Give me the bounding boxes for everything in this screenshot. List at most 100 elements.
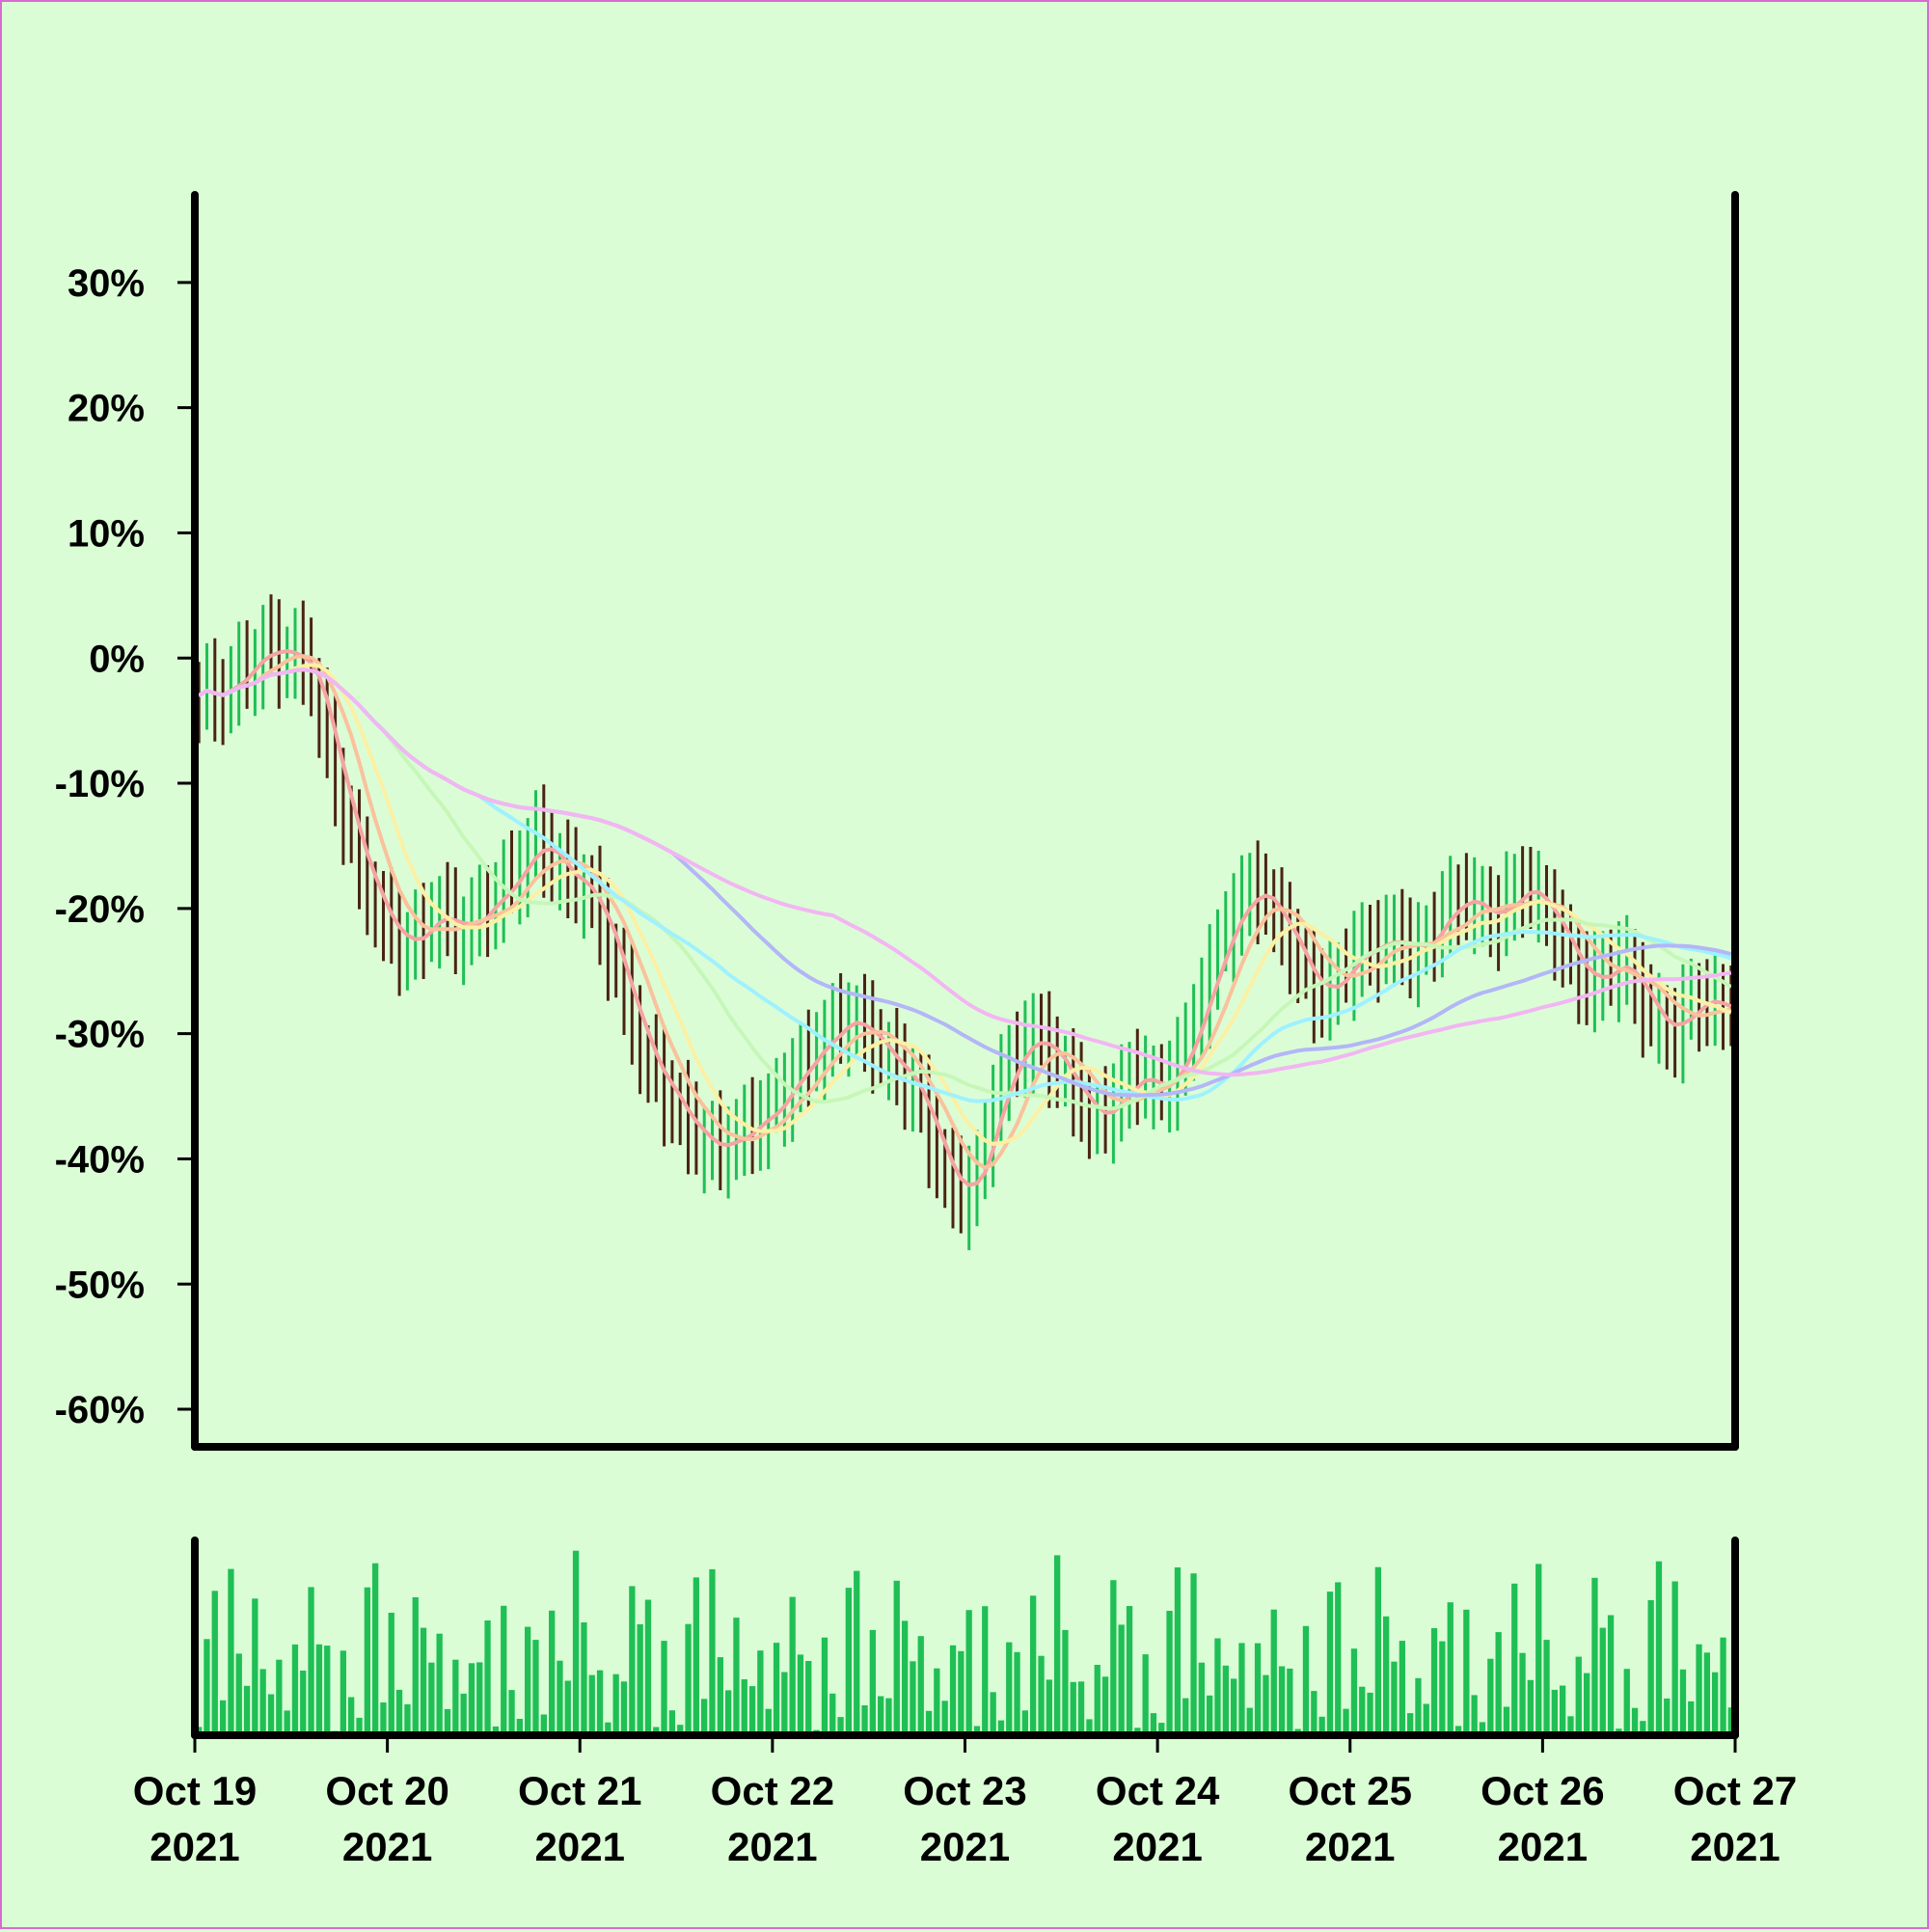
volume-bar [1367,1692,1373,1735]
volume-bar [532,1640,539,1735]
volume-bar [1584,1673,1590,1735]
volume-bar [1062,1629,1069,1735]
volume-bar [1311,1691,1318,1735]
volume-bar [420,1627,427,1735]
volume-bar [1727,1707,1734,1735]
volume-bar [733,1618,740,1735]
ohlc-bars [197,594,1733,1251]
volume-bar [1302,1625,1310,1735]
volume-bar [789,1596,796,1735]
volume-bar [925,1710,933,1735]
volume-bar [717,1657,723,1735]
volume-bar [308,1587,314,1735]
volume-bar [1399,1641,1405,1735]
volume-bar [637,1624,643,1735]
volume-bar [395,1689,403,1735]
volume-bar [220,1700,227,1735]
volume-bar [612,1673,619,1735]
volume-bar [484,1620,491,1735]
volume-bar [1560,1685,1566,1735]
volume-bar [1158,1723,1165,1735]
volume-bar [829,1693,836,1735]
volume-bar [1021,1710,1028,1735]
volume-bar [934,1668,940,1735]
volume-bar [1046,1679,1052,1735]
volume-bar [709,1568,716,1735]
volume-bar [1647,1600,1654,1735]
volume-bars [196,1550,1734,1735]
volume-bar [1014,1651,1020,1735]
volume-bar [1655,1561,1663,1735]
volume-bar [1326,1592,1334,1735]
volume-bar [845,1588,852,1735]
volume-bar [315,1644,323,1735]
volume-bar [1054,1555,1061,1735]
volume-bar [1535,1564,1542,1735]
volume-bar [252,1598,258,1735]
volume-bar [1495,1632,1502,1735]
y-tick-label: 30% [68,262,145,305]
volume-bar [878,1696,884,1735]
x-tick-label-year: 2021 [535,1824,625,1869]
x-tick-label-date: Oct 22 [711,1768,834,1813]
volume-bar [1623,1669,1630,1735]
volume-bar [1688,1701,1695,1735]
volume-bar [1318,1716,1325,1735]
volume-bar [620,1681,628,1735]
x-tick-label-year: 2021 [1112,1824,1202,1869]
volume-bar [1703,1652,1710,1735]
volume-bar [677,1725,684,1735]
volume-bar [1174,1567,1182,1735]
volume-bar [1030,1595,1037,1735]
volume-bar [1038,1655,1045,1735]
volume-bar [902,1620,909,1735]
volume-bar [661,1641,667,1735]
volume-bar [917,1636,924,1735]
volume-bar [348,1697,355,1735]
volume-bar [549,1610,556,1735]
volume-bar [1671,1581,1678,1735]
volume-bar [1631,1707,1639,1735]
volume-bar [837,1717,844,1735]
volume-bar [557,1660,563,1735]
volume-bar [404,1703,411,1735]
x-tick-label-year: 2021 [342,1824,432,1869]
volume-bar [284,1710,290,1735]
volume-bar [364,1587,370,1735]
volume-bar [869,1629,876,1735]
volume-bar [1190,1573,1197,1735]
x-tick-label-year: 2021 [149,1824,239,1869]
volume-bar [982,1606,989,1735]
volume-bar [596,1670,604,1735]
price-panel: 30% 20% 10% 0% -10% -20% -30% -40% -50% -60% [55,191,1739,1451]
volume-bar [1407,1713,1414,1735]
volume-bar [572,1550,580,1735]
x-tick-label-date: Oct 20 [325,1768,448,1813]
x-tick-label-date: Oct 23 [903,1768,1026,1813]
volume-bar [1607,1615,1615,1735]
volume-panel [191,1537,1739,1739]
volume-bar [757,1650,764,1735]
volume-bar [1599,1627,1606,1735]
volume-bar [1231,1678,1237,1735]
volume-bar [235,1653,242,1735]
volume-bar [1278,1666,1286,1735]
y-tick-label: 0% [89,638,145,680]
y-tick-label: -40% [55,1138,145,1181]
volume-bar [1575,1656,1582,1735]
volume-bar [1591,1577,1598,1735]
volume-bar [243,1685,251,1735]
volume-bar [1720,1637,1726,1735]
volume-bar [1142,1654,1149,1735]
y-tick-label: -30% [55,1014,145,1056]
moving-average-line [198,667,1732,1098]
volume-bar [990,1692,996,1735]
volume-bar [1487,1658,1494,1735]
volume-bar [540,1714,547,1735]
volume-bar [1640,1721,1646,1735]
volume-bar [1463,1609,1470,1735]
volume-bar [1086,1719,1093,1735]
volume-bar [1335,1582,1342,1735]
volume-bar [748,1686,756,1735]
x-tick-label-year: 2021 [1690,1824,1780,1869]
